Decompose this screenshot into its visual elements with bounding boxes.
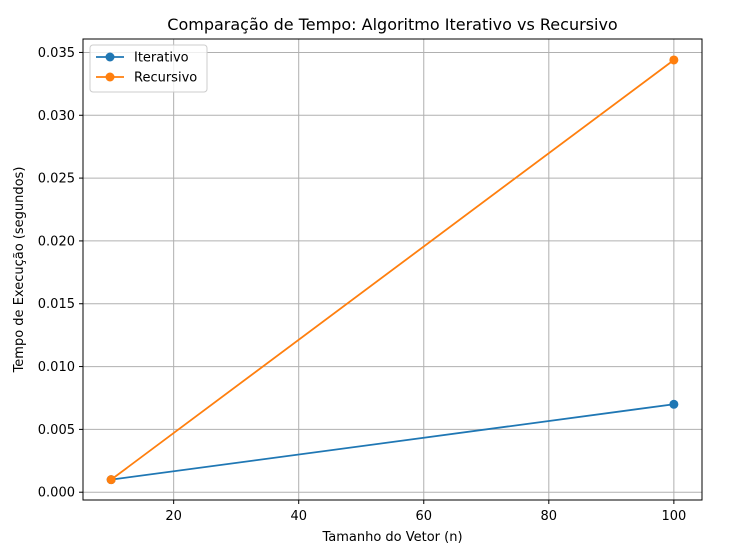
grid-lines xyxy=(83,39,702,500)
y-tick-label: 0.020 xyxy=(38,234,75,249)
x-tick-label: 60 xyxy=(415,509,432,524)
x-tick-label: 40 xyxy=(290,509,307,524)
chart-title: Comparação de Tempo: Algoritmo Iterativo… xyxy=(167,15,617,34)
plot-area-frame xyxy=(82,38,703,501)
legend: Iterativo Recursivo xyxy=(89,44,208,93)
legend-marker-recursivo xyxy=(105,72,115,82)
series-line-recursivo xyxy=(110,59,675,481)
x-tick-label: 20 xyxy=(165,509,182,524)
y-tick-label: 0.025 xyxy=(38,172,75,187)
x-tick-label: 80 xyxy=(541,509,558,524)
y-tick-label: 0.030 xyxy=(38,109,75,124)
x-tick-label: 100 xyxy=(661,509,686,524)
y-tick-label: 0.010 xyxy=(38,360,75,375)
series-line-iterativo xyxy=(111,403,674,481)
y-tick-label: 0.035 xyxy=(38,46,75,61)
series-lines xyxy=(106,55,679,485)
data-point-recursivo xyxy=(106,475,116,485)
y-tick-label: 0.005 xyxy=(38,423,75,438)
legend-marker-iterativo xyxy=(105,52,115,62)
legend-label-recursivo: Recursivo xyxy=(134,71,197,86)
x-axis-label: Tamanho do Vetor (n) xyxy=(321,530,462,545)
legend-label-iterativo: Iterativo xyxy=(134,51,189,66)
y-tick-label: 0.015 xyxy=(38,297,75,312)
axis-ticks: 20 40 60 80 100 0.000 0.005 0.010 0.015 0.020 0.02… xyxy=(38,46,686,524)
data-point-recursivo xyxy=(669,55,679,65)
y-axis-label: Tempo de Execução (segundos) xyxy=(12,167,27,374)
data-point-iterativo xyxy=(669,399,679,409)
y-tick-label: 0.000 xyxy=(38,486,75,501)
